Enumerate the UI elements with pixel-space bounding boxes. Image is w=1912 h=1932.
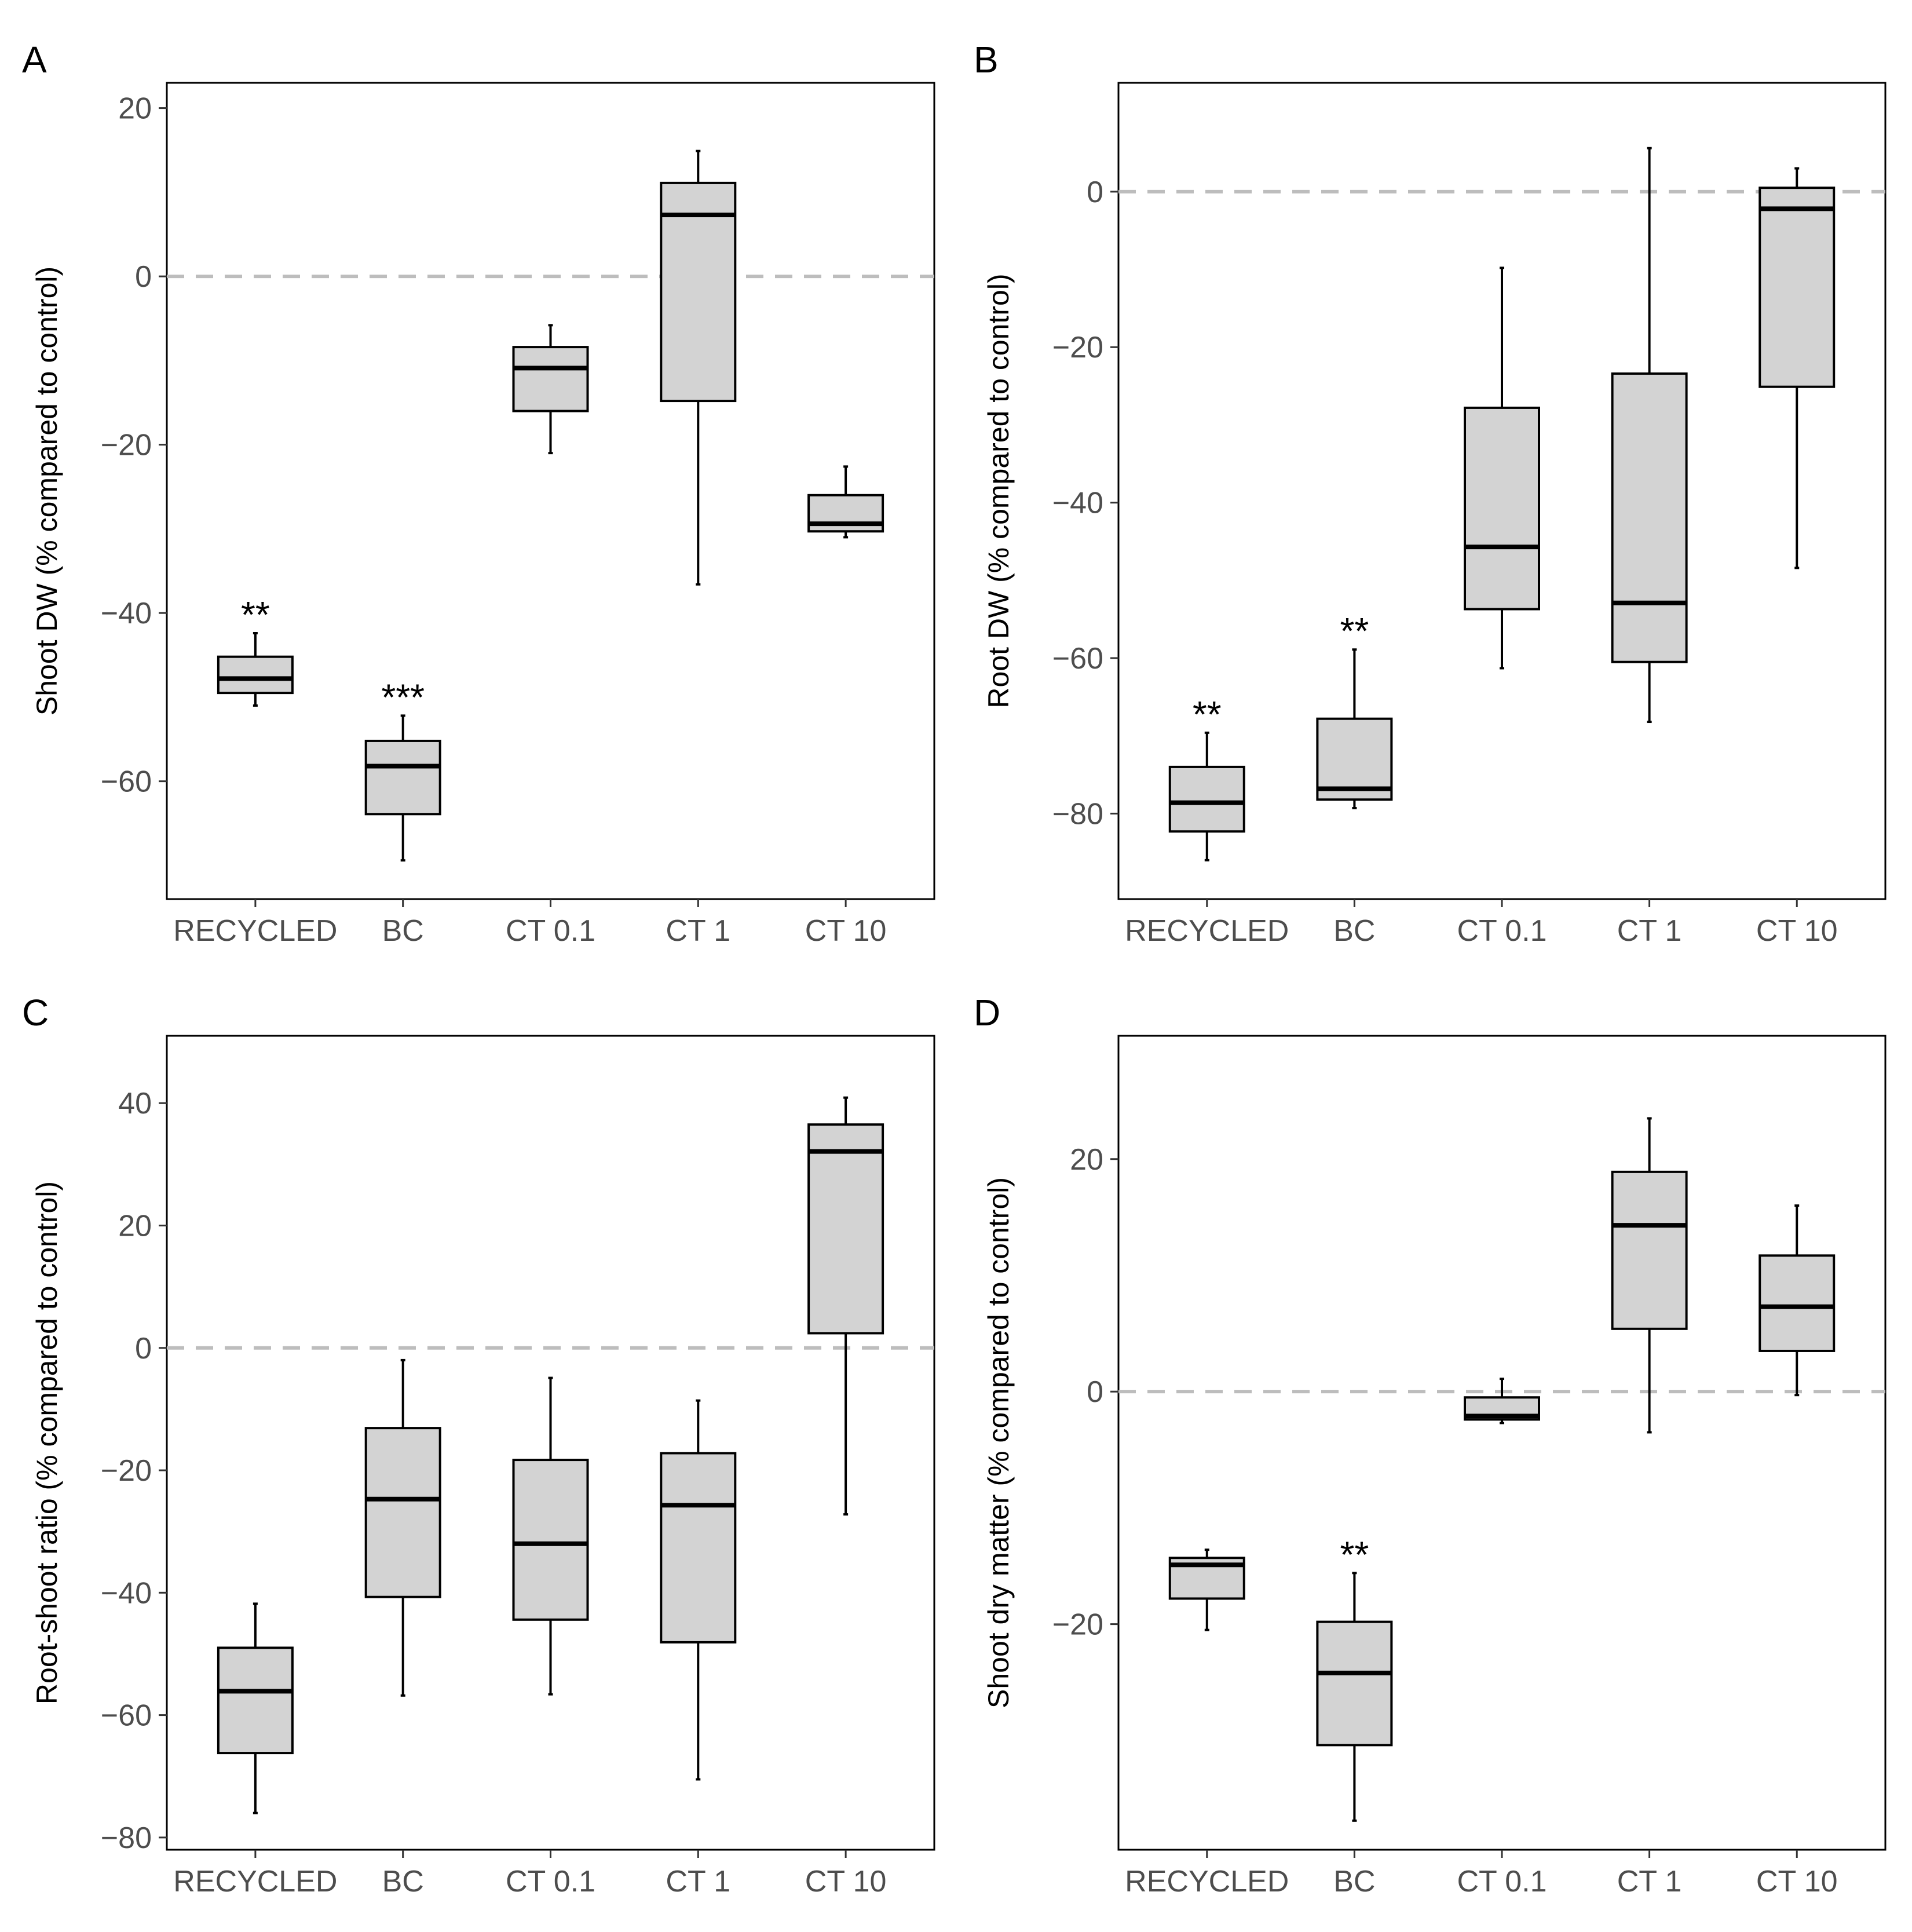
x-tick-label-b-1: BC	[1333, 914, 1375, 948]
y-tick-label-c-2: 0	[135, 1332, 152, 1365]
x-tick-label-b-3: CT 1	[1617, 914, 1682, 948]
panel-letter-c: C	[22, 992, 49, 1033]
x-tick-label-a-4: CT 10	[805, 914, 887, 948]
box-c-0	[217, 1646, 294, 1755]
box-c-2	[512, 1459, 589, 1621]
y-tick-label-a-0: 20	[118, 92, 152, 126]
y-tick-label-d-1: 0	[1087, 1375, 1103, 1409]
y-axis-title-d: Shoot dry matter (% compared to control)	[982, 1177, 1015, 1708]
x-tick-label-a-2: CT 0.1	[506, 914, 595, 948]
box-a-1	[364, 739, 441, 816]
box-a-3	[660, 181, 737, 403]
y-tick-label-a-2: −20	[101, 429, 152, 462]
y-axis-title-b: Root DW (% compared to control)	[982, 273, 1015, 708]
panel-c: C 40 20 0 −20 −40 −60 −80 Root-shoot ratio (% co…	[22, 992, 935, 1898]
panel-letter-d: D	[974, 992, 1000, 1033]
box-b-2	[1464, 406, 1540, 611]
panel-letter-b: B	[974, 39, 999, 81]
x-tick-label-c-0: RECYCLED	[173, 1865, 337, 1898]
y-tick-label-b-0: 0	[1087, 176, 1103, 209]
x-tick-label-c-4: CT 10	[805, 1865, 887, 1898]
box-c-3	[660, 1452, 737, 1644]
x-tick-label-a-1: BC	[382, 914, 424, 948]
y-tick-label-a-1: 0	[135, 260, 152, 294]
y-tick-label-c-4: −40	[101, 1576, 152, 1610]
x-tick-label-d-0: RECYCLED	[1125, 1865, 1289, 1898]
y-axis-title-c: Root-shoot ratio (% compared to control)	[31, 1181, 63, 1704]
significance-label-a-0: **	[241, 594, 270, 636]
significance-label-d-1: **	[1340, 1533, 1369, 1575]
box-d-4	[1759, 1254, 1836, 1352]
x-tick-label-d-3: CT 1	[1617, 1865, 1682, 1898]
x-tick-label-b-4: CT 10	[1756, 914, 1838, 948]
y-tick-label-c-3: −20	[101, 1454, 152, 1488]
y-tick-label-d-0: 20	[1070, 1143, 1103, 1177]
y-tick-label-d-2: −20	[1052, 1608, 1103, 1642]
x-tick-label-a-0: RECYCLED	[173, 914, 337, 948]
y-tick-label-b-3: −60	[1052, 642, 1103, 675]
x-tick-label-c-3: CT 1	[666, 1865, 730, 1898]
y-tick-label-c-1: 20	[118, 1209, 152, 1243]
y-tick-label-b-2: −40	[1052, 487, 1103, 520]
y-tick-label-c-6: −80	[101, 1821, 152, 1855]
y-tick-label-b-1: −20	[1052, 331, 1103, 364]
significance-label-b-1: **	[1340, 610, 1369, 652]
box-d-1	[1316, 1620, 1393, 1747]
y-tick-label-a-4: −60	[101, 765, 152, 799]
panel-d: D 20 0 −20 Shoot dry matter (% compared to c…	[974, 992, 1887, 1898]
significance-label-b-0: **	[1193, 693, 1222, 735]
x-tick-label-c-1: BC	[382, 1865, 424, 1898]
x-tick-label-d-2: CT 0.1	[1457, 1865, 1547, 1898]
x-tick-label-b-2: CT 0.1	[1457, 914, 1547, 948]
y-tick-label-c-0: 40	[118, 1087, 152, 1120]
plot-frame-d	[1117, 1035, 1887, 1851]
significance-label-a-1: ***	[381, 676, 425, 718]
box-c-4	[807, 1123, 884, 1335]
box-d-3	[1611, 1170, 1688, 1330]
panel-b: B 0 −20 −40 −60 −80 Root DW (% compared to con…	[974, 39, 1887, 948]
y-axis-title-a: Shoot DW (% compared to control)	[31, 266, 63, 715]
panel-letter-a: A	[22, 39, 47, 81]
y-tick-label-b-4: −80	[1052, 797, 1103, 831]
x-tick-label-d-4: CT 10	[1756, 1865, 1838, 1898]
box-a-0	[217, 655, 294, 695]
panel-a: A 20 0 −20 −40 −60 Shoot DW (% compared to con…	[22, 39, 935, 948]
box-b-1	[1316, 717, 1393, 801]
box-c-1	[364, 1427, 441, 1598]
y-tick-label-a-3: −40	[101, 597, 152, 630]
x-tick-label-a-3: CT 1	[666, 914, 730, 948]
box-b-4	[1759, 187, 1836, 388]
x-tick-label-b-0: RECYCLED	[1125, 914, 1289, 948]
box-b-3	[1611, 372, 1688, 663]
box-b-0	[1168, 765, 1245, 833]
x-tick-label-c-2: CT 0.1	[506, 1865, 595, 1898]
plot-frame-a	[166, 82, 935, 900]
box-a-2	[512, 346, 589, 412]
y-tick-label-c-5: −60	[101, 1699, 152, 1733]
x-tick-label-d-1: BC	[1333, 1865, 1375, 1898]
